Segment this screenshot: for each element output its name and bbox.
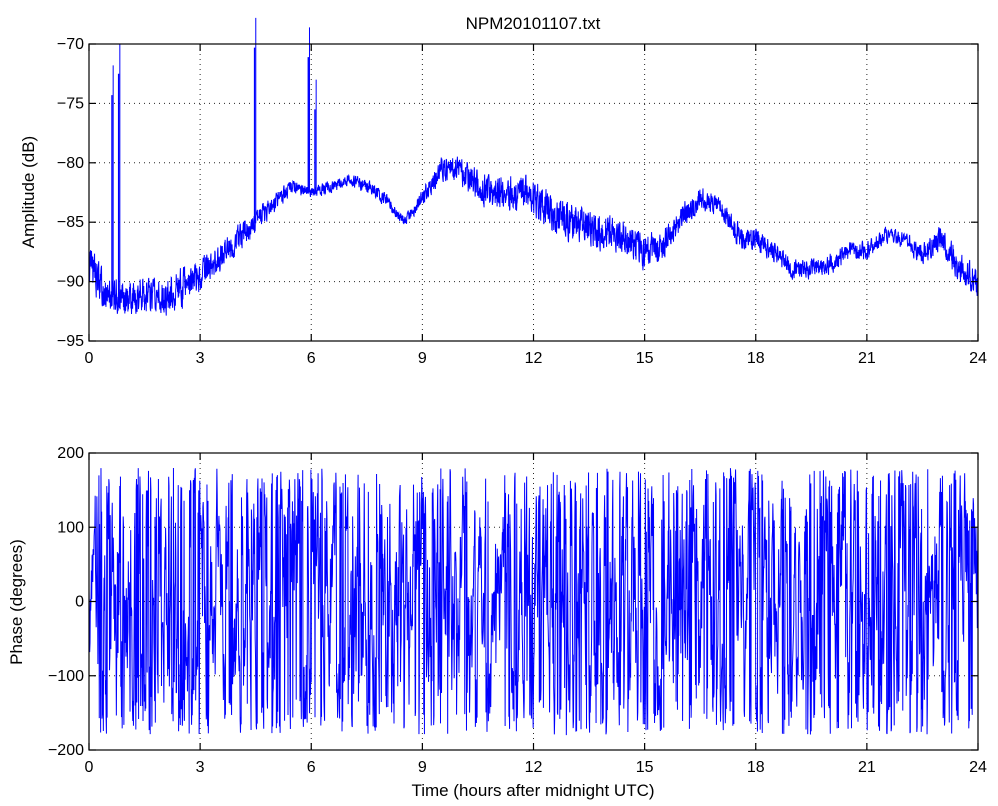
y-tick-label: −200 <box>48 742 84 759</box>
phase-panel: 0 3 6 9 12 15 18 21 24 −200 −100 0 100 200 Time (hou… <box>7 445 987 800</box>
y-tick-label: −90 <box>57 274 84 291</box>
phase-x-axis-label: Time (hours after midnight UTC) <box>411 781 654 800</box>
x-tick-label: 0 <box>85 350 94 367</box>
y-tick-label: −80 <box>57 155 84 172</box>
y-tick-label: 100 <box>57 519 84 536</box>
y-tick-label: −95 <box>57 333 84 350</box>
amplitude-series-line <box>88 156 979 316</box>
x-tick-label: 15 <box>636 759 654 776</box>
phase-y-tick-labels: −200 −100 0 100 200 <box>48 445 84 759</box>
y-tick-label: −100 <box>48 668 84 685</box>
phase-series-line <box>88 467 979 736</box>
x-tick-label: 6 <box>307 350 316 367</box>
phase-tick-marks <box>88 452 979 751</box>
chart-title: NPM20101107.txt <box>466 14 601 33</box>
x-tick-label: 24 <box>969 759 987 776</box>
x-tick-label: 21 <box>858 759 876 776</box>
x-tick-label: 24 <box>969 350 987 367</box>
y-tick-label: 200 <box>57 445 84 462</box>
x-tick-label: 12 <box>525 759 543 776</box>
amplitude-y-tick-labels: −95 −90 −85 −80 −75 −70 <box>57 36 84 350</box>
phase-y-axis-label: Phase (degrees) <box>7 539 26 665</box>
x-tick-label: 18 <box>747 759 765 776</box>
amplitude-spikes <box>111 17 317 298</box>
amplitude-gridlines <box>89 44 978 341</box>
amplitude-tick-marks <box>88 43 979 342</box>
x-tick-label: 6 <box>307 759 316 776</box>
x-tick-label: 3 <box>196 759 205 776</box>
x-tick-label: 9 <box>418 759 427 776</box>
amplitude-x-tick-labels: 0 3 6 9 12 15 18 21 24 <box>85 350 987 367</box>
x-tick-label: 21 <box>858 350 876 367</box>
x-tick-label: 9 <box>418 350 427 367</box>
y-tick-label: −75 <box>57 95 84 112</box>
x-tick-label: 18 <box>747 350 765 367</box>
y-tick-label: 0 <box>75 594 84 611</box>
x-tick-label: 12 <box>525 350 543 367</box>
y-tick-label: −85 <box>57 214 84 231</box>
x-tick-label: 3 <box>196 350 205 367</box>
amplitude-panel: 0 3 6 9 12 15 18 21 24 −95 −90 −85 −80 −75 −70 NPM201… <box>19 14 987 367</box>
phase-x-tick-labels: 0 3 6 9 12 15 18 21 24 <box>85 759 987 776</box>
x-tick-label: 0 <box>85 759 94 776</box>
y-tick-label: −70 <box>57 36 84 53</box>
amplitude-y-axis-label: Amplitude (dB) <box>19 136 38 248</box>
x-tick-label: 15 <box>636 350 654 367</box>
